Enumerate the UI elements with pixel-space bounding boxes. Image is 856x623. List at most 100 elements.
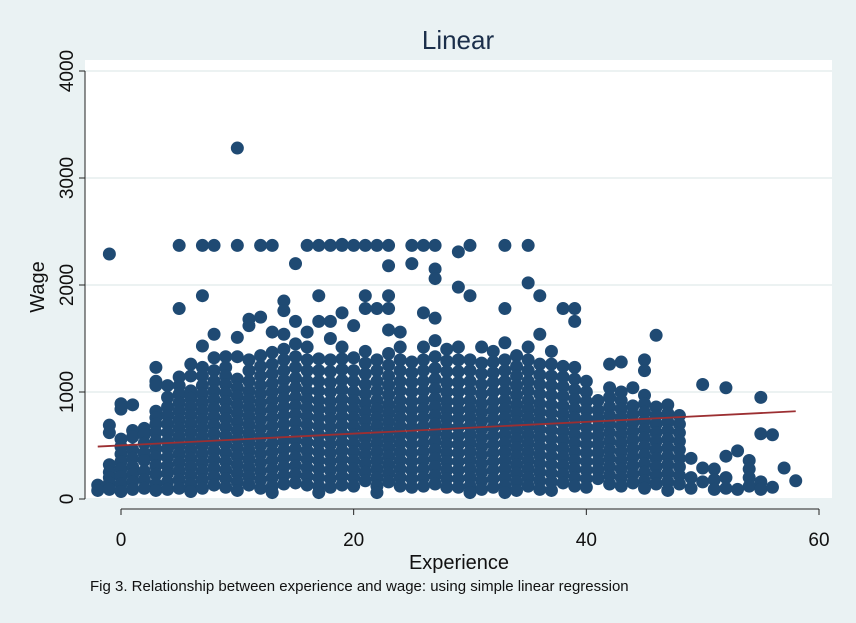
data-point [719,381,733,395]
data-point [428,238,442,252]
data-point [382,388,396,402]
data-point [382,259,396,273]
data-point [347,374,361,388]
data-point [207,327,221,341]
data-point [323,353,337,367]
data-point [242,364,256,378]
data-point [277,304,291,318]
data-point [393,384,407,398]
data-point [277,342,291,356]
data-point [393,479,407,493]
data-point [428,262,442,276]
data-point [533,327,547,341]
data-point [137,453,151,467]
data-point [731,482,745,496]
data-point [451,365,465,379]
data-point [707,482,721,496]
data-point [254,369,268,383]
data-point [312,374,326,388]
data-point [289,257,302,271]
y-tick-label: 0 [57,494,78,505]
data-point [312,289,326,303]
x-axis-label: Experience [409,552,509,574]
data-point [300,364,314,378]
data-point [731,444,745,458]
data-point [172,238,186,252]
data-point [335,238,349,252]
data-point [754,390,768,404]
data-point [475,356,489,370]
data-point [300,374,314,388]
data-point [475,367,489,381]
data-point [382,379,396,393]
data-point [358,238,372,252]
data-point [370,384,384,398]
data-point [300,238,314,252]
data-point [347,319,361,333]
data-point [498,238,512,252]
y-tick-label: 3000 [57,157,78,199]
data-point [521,374,535,388]
data-point [416,340,430,354]
data-point [382,369,396,383]
data-point [603,477,617,491]
data-point [312,486,326,500]
data-point [556,476,570,490]
data-point [521,238,535,252]
data-point [265,345,279,359]
data-point [382,289,396,303]
data-point [579,480,593,494]
data-point [684,471,698,485]
data-point [370,486,384,500]
data-point [370,374,384,388]
data-point [126,398,140,412]
data-point [649,328,663,342]
data-point [463,353,477,367]
data-point [312,384,326,398]
data-point [568,383,582,397]
data-point [568,372,582,386]
data-point [137,481,151,495]
data-point [358,378,372,392]
data-point [556,370,570,384]
data-point [463,238,477,252]
data-point [126,482,140,496]
data-point [614,355,628,369]
data-point [254,238,268,252]
data-point [638,481,651,495]
data-point [544,388,558,402]
data-point [102,247,116,261]
data-point [486,375,500,389]
data-point [428,361,442,375]
data-point [323,332,337,345]
y-tick-label: 2000 [57,264,78,306]
data-point [195,289,209,303]
data-point [195,481,209,495]
data-point [556,359,570,373]
data-point [475,387,489,401]
data-point [696,461,710,475]
data-point [300,340,314,354]
data-point [544,357,558,371]
data-point [335,373,349,387]
data-point [254,310,268,324]
data-point [486,355,500,369]
data-point [428,311,442,325]
data-point [370,302,384,316]
data-point [696,378,710,392]
data-point [463,374,477,388]
data-point [289,381,302,395]
data-point [765,428,779,442]
data-point [347,238,361,252]
data-point [335,383,349,397]
data-point [312,352,326,366]
data-point [684,481,698,495]
data-point [521,364,535,378]
data-point [568,314,582,328]
data-point [405,238,419,252]
data-point [661,483,675,497]
data-point [323,385,337,399]
data-point [405,366,419,380]
data-point [463,289,477,303]
data-point [521,340,535,354]
